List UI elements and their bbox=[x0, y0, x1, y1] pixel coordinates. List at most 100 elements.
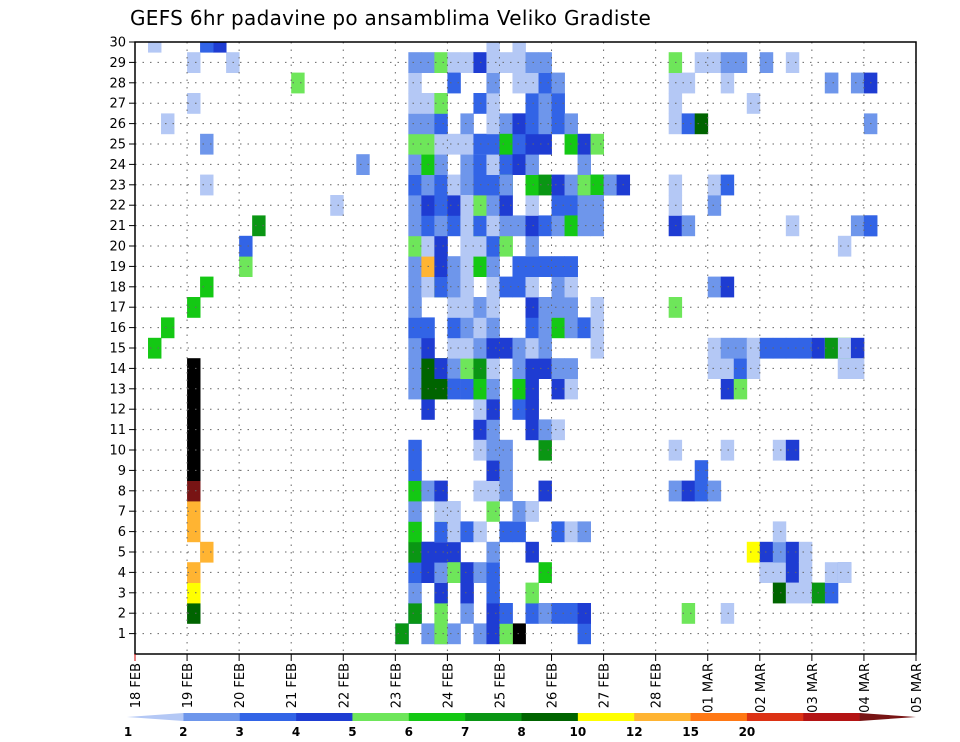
heatmap-cell bbox=[460, 582, 474, 604]
heatmap-cell bbox=[408, 317, 422, 339]
heatmap-cell bbox=[759, 562, 774, 583]
heatmap-cell bbox=[408, 72, 422, 94]
heatmap-cell bbox=[720, 276, 735, 298]
heatmap-cell bbox=[486, 460, 500, 481]
x-tick-label: 27 FEB bbox=[598, 663, 613, 708]
heatmap-cell bbox=[187, 521, 201, 543]
heatmap-cell bbox=[499, 195, 513, 216]
heatmap-cell bbox=[525, 72, 539, 94]
heatmap-cell bbox=[460, 276, 474, 298]
heatmap-cell bbox=[525, 215, 539, 237]
chart-title: GEFS 6hr padavine po ansamblima Veliko G… bbox=[130, 6, 652, 30]
heatmap-cell bbox=[460, 297, 474, 318]
heatmap-cell bbox=[460, 235, 474, 257]
heatmap-cell bbox=[746, 541, 761, 563]
heatmap-cell bbox=[512, 378, 526, 400]
heatmap-cell bbox=[538, 72, 552, 94]
heatmap-cell bbox=[499, 52, 513, 73]
colorbar-label: 6 bbox=[405, 725, 413, 739]
heatmap-cell bbox=[785, 582, 800, 604]
heatmap-cell bbox=[460, 378, 474, 400]
colorbar-label: 15 bbox=[682, 725, 699, 739]
y-tick-label: 29 bbox=[109, 56, 126, 71]
heatmap-cell bbox=[187, 501, 201, 522]
heatmap-cell bbox=[486, 235, 500, 257]
heatmap-cell bbox=[733, 378, 748, 400]
heatmap-cell bbox=[187, 358, 201, 379]
heatmap-cell bbox=[538, 603, 552, 624]
heatmap-cell bbox=[512, 358, 526, 379]
heatmap-cell bbox=[720, 337, 735, 359]
heatmap-cell bbox=[512, 42, 526, 53]
heatmap-cell bbox=[577, 603, 591, 624]
heatmap-cell bbox=[187, 582, 201, 604]
heatmap-cell bbox=[525, 235, 539, 257]
heatmap-cell bbox=[681, 603, 696, 624]
y-tick-label: 24 bbox=[109, 158, 126, 173]
heatmap-cell bbox=[772, 521, 787, 543]
heatmap-cell bbox=[408, 276, 422, 298]
y-tick-label: 5 bbox=[118, 546, 126, 561]
heatmap-cell bbox=[577, 521, 591, 543]
heatmap-cell bbox=[486, 113, 500, 135]
heatmap-cell bbox=[538, 297, 552, 318]
x-tick-label: 05 MAR bbox=[910, 663, 925, 713]
heatmap-cell bbox=[486, 215, 500, 237]
heatmap-cell bbox=[772, 337, 787, 359]
heatmap-cell bbox=[408, 113, 422, 135]
x-tick-label: 28 FEB bbox=[650, 663, 665, 708]
heatmap-cell bbox=[239, 256, 253, 277]
heatmap-cell bbox=[512, 72, 526, 94]
heatmap-cell bbox=[187, 378, 201, 400]
heatmap-cell bbox=[161, 113, 175, 135]
heatmap-cell bbox=[408, 133, 422, 155]
heatmap-cell bbox=[694, 52, 709, 73]
heatmap-cell bbox=[551, 419, 565, 441]
heatmap-cell bbox=[434, 480, 448, 502]
heatmap-cell bbox=[538, 113, 552, 135]
y-tick-label: 21 bbox=[109, 219, 126, 234]
heatmap-cell bbox=[499, 235, 513, 257]
heatmap-cell bbox=[746, 337, 761, 359]
heatmap-cell bbox=[525, 378, 539, 400]
heatmap-cell bbox=[499, 480, 513, 502]
y-tick-label: 4 bbox=[118, 566, 126, 581]
heatmap-cell bbox=[447, 317, 461, 339]
heatmap-cell bbox=[187, 562, 201, 583]
heatmap-cell bbox=[486, 541, 500, 563]
heatmap-cell bbox=[798, 562, 813, 583]
heatmap-cell bbox=[200, 174, 214, 196]
heatmap-cell bbox=[837, 235, 852, 257]
heatmap-cell bbox=[408, 297, 422, 318]
heatmap-cell bbox=[434, 52, 448, 73]
x-tick-label: 03 MAR bbox=[806, 663, 821, 713]
heatmap-cell bbox=[460, 174, 474, 196]
heatmap-cell bbox=[577, 623, 591, 645]
heatmap-cell bbox=[525, 113, 539, 135]
colorbar-label: 1 bbox=[124, 725, 132, 739]
heatmap-cell bbox=[525, 419, 539, 441]
y-tick-label: 10 bbox=[109, 444, 126, 459]
heatmap-cell bbox=[759, 52, 774, 73]
heatmap-cell bbox=[746, 358, 761, 379]
heatmap-cell bbox=[187, 52, 201, 73]
heatmap-cell bbox=[720, 52, 735, 73]
colorbar-swatch bbox=[296, 713, 353, 721]
heatmap-cell bbox=[525, 93, 539, 114]
x-tick-label: 26 FEB bbox=[546, 663, 561, 708]
heatmap-cell bbox=[798, 582, 813, 604]
colorbar-swatch bbox=[690, 713, 748, 721]
heatmap-cell bbox=[447, 501, 461, 522]
heatmap-cell bbox=[187, 399, 201, 420]
heatmap-cell bbox=[538, 480, 552, 502]
heatmap-cell bbox=[538, 52, 552, 73]
heatmap-cell bbox=[772, 562, 787, 583]
heatmap-cell bbox=[850, 358, 865, 379]
heatmap-cell bbox=[785, 541, 800, 563]
heatmap-cell bbox=[499, 133, 513, 155]
heatmap-cell bbox=[187, 480, 201, 502]
colorbar-swatch bbox=[352, 713, 410, 721]
heatmap-cell bbox=[486, 317, 500, 339]
heatmap-cell bbox=[707, 52, 722, 73]
heatmap-cell bbox=[538, 256, 552, 277]
